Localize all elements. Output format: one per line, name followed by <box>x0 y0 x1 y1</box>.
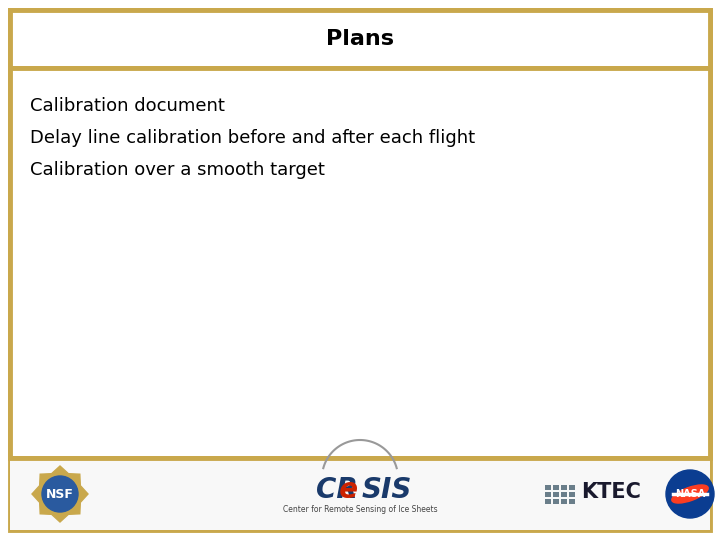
Bar <box>545 484 551 489</box>
Bar <box>569 484 575 489</box>
Bar <box>553 498 559 503</box>
Circle shape <box>42 476 78 512</box>
Bar <box>553 484 559 489</box>
Bar <box>553 491 559 496</box>
Bar <box>561 491 567 496</box>
Text: Center for Remote Sensing of Ice Sheets: Center for Remote Sensing of Ice Sheets <box>283 505 437 515</box>
Text: Delay line calibration before and after each flight: Delay line calibration before and after … <box>30 129 475 147</box>
Text: Calibration over a smooth target: Calibration over a smooth target <box>30 161 325 179</box>
Bar <box>561 484 567 489</box>
Bar <box>561 498 567 503</box>
Bar <box>569 491 575 496</box>
Polygon shape <box>32 466 88 522</box>
Text: NSF: NSF <box>46 488 74 501</box>
Text: NASA: NASA <box>675 489 705 499</box>
Text: e: e <box>320 476 358 504</box>
Bar <box>545 498 551 503</box>
Ellipse shape <box>672 485 708 503</box>
Text: Calibration document: Calibration document <box>30 97 225 115</box>
Bar <box>10 68 710 458</box>
Bar <box>569 498 575 503</box>
Bar <box>545 491 551 496</box>
Text: KTEC: KTEC <box>581 482 641 502</box>
Bar <box>10 10 710 68</box>
Bar <box>10 458 710 530</box>
Text: CR: CR <box>316 476 358 504</box>
Circle shape <box>666 470 714 518</box>
Text: Plans: Plans <box>326 29 394 49</box>
Text: SIS: SIS <box>362 476 413 504</box>
